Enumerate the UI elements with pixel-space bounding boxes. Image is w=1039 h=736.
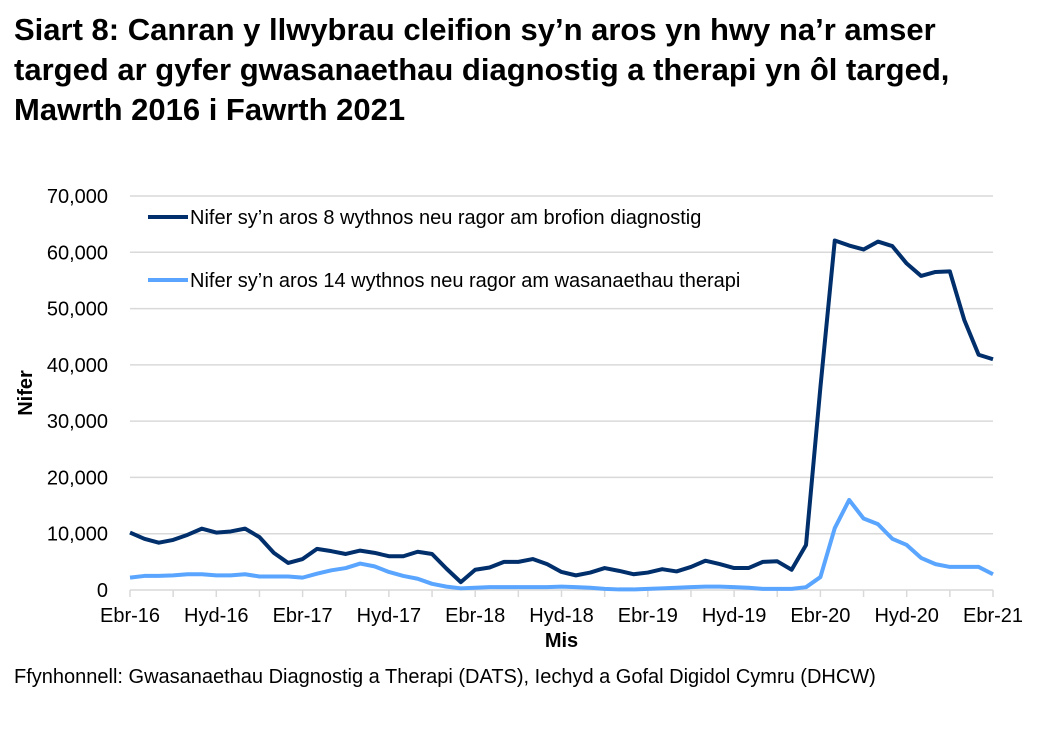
y-tick-label: 0 [97, 580, 108, 602]
x-tick-label: Hyd-18 [529, 605, 593, 627]
x-tick-label: Ebr-17 [273, 605, 333, 627]
y-tick-label: 20,000 [47, 467, 108, 489]
legend-label-1: Nifer sy’n aros 8 wythnos neu ragor am b… [190, 207, 701, 229]
y-tick-label: 10,000 [47, 524, 108, 546]
y-tick-label: 30,000 [47, 411, 108, 433]
y-axis-label: Nifer [15, 370, 37, 416]
x-tick-label: Hyd-19 [702, 605, 766, 627]
x-tick-label: Ebr-19 [618, 605, 678, 627]
legend-label-2: Nifer sy’n aros 14 wythnos neu ragor am … [190, 270, 740, 292]
y-tick-label: 70,000 [47, 186, 108, 208]
x-tick-label: Ebr-20 [790, 605, 850, 627]
source-note: Ffynhonnell: Gwasanaethau Diagnostig a T… [14, 666, 876, 688]
y-tick-label: 40,000 [47, 355, 108, 377]
x-tick-label: Ebr-16 [100, 605, 160, 627]
x-tick-label: Ebr-21 [963, 605, 1023, 627]
series-line-1 [129, 238, 994, 585]
x-tick-label: Hyd-17 [357, 605, 421, 627]
chart-title: Siart 8: Canran y llwybrau cleifion sy’n… [14, 12, 950, 127]
x-tick-label: Hyd-16 [184, 605, 248, 627]
y-tick-label: 50,000 [47, 299, 108, 321]
y-tick-label: 60,000 [47, 242, 108, 264]
series-line-2 [129, 497, 994, 592]
x-tick-label: Ebr-18 [445, 605, 505, 627]
x-tick-label: Hyd-20 [874, 605, 938, 627]
x-axis-label: Mis [545, 630, 578, 652]
